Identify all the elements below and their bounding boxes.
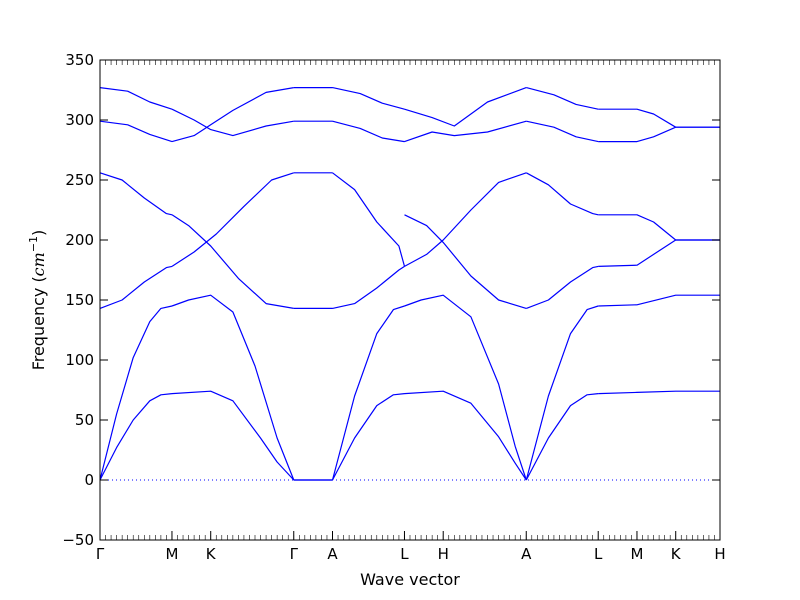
x-tick-label: M — [165, 545, 178, 563]
y-axis-unit-base: cm — [29, 252, 48, 276]
branch-4-segment-1 — [99, 172, 173, 216]
branch-6-segment-6 — [526, 120, 599, 143]
branch-6-segment-4 — [332, 120, 405, 143]
y-tick-label: 50 — [75, 411, 94, 429]
branch-1-segment-5 — [404, 390, 527, 481]
x-tick-label: L — [400, 545, 409, 563]
branch-2-segment-2 — [171, 294, 295, 481]
branch-1-segment-2 — [171, 390, 295, 481]
y-tick-label: 350 — [65, 51, 94, 69]
y-axis-title: Frequency (cm−1) — [27, 230, 48, 371]
x-tick-label: H — [438, 545, 449, 563]
x-tick-label: Γ — [96, 545, 105, 563]
x-tick-label: K — [206, 545, 217, 563]
x-tick-label: L — [594, 545, 603, 563]
y-tick-label: 150 — [65, 291, 94, 309]
x-axis-title: Wave vector — [360, 570, 460, 589]
branch-4-segment-7 — [598, 239, 720, 267]
branch-1-segment-7 — [598, 390, 720, 395]
branch-5-segment-1 — [99, 120, 173, 143]
x-tick-label: H — [714, 545, 725, 563]
y-tick-label: 250 — [65, 171, 94, 189]
branch-1-segment-4 — [331, 393, 405, 481]
branch-6-segment-5 — [404, 120, 527, 143]
x-tick-label: Γ — [290, 545, 299, 563]
x-tick-label: A — [521, 545, 532, 563]
branch-2-segment-6 — [525, 305, 599, 481]
y-tick-label: 300 — [65, 111, 94, 129]
branch-1-segment-6 — [525, 393, 599, 481]
y-tick-label: 0 — [84, 471, 94, 489]
branch-2-segment-7 — [598, 294, 720, 307]
x-tick-label: A — [327, 545, 338, 563]
branch-3-segment-6 — [526, 172, 599, 216]
branch-3-segment-4 — [332, 172, 406, 267]
branch-5-segment-5 — [404, 87, 527, 127]
branch-4-segment-6 — [526, 265, 599, 309]
x-tick-label: M — [630, 545, 643, 563]
branch-6-segment-2 — [171, 108, 294, 137]
branch-5-segment-2 — [171, 87, 294, 143]
branch-6-segment-7 — [598, 126, 720, 143]
branch-3-segment-1 — [99, 265, 173, 309]
branch-2-segment-5 — [404, 294, 527, 481]
plot-area — [99, 86, 720, 481]
x-tick-label: K — [671, 545, 682, 563]
branch-4-segment-4 — [332, 265, 405, 309]
y-tick-label: 200 — [65, 231, 94, 249]
branch-2-segment-4 — [331, 305, 405, 481]
y-axis-title-text: Frequency — [29, 288, 48, 371]
y-axis-ticks: −50 0 50 100 150 200 250 300 350 — [62, 51, 720, 549]
branch-5-segment-4 — [332, 87, 405, 110]
branch-6-segment-1 — [99, 87, 173, 110]
y-tick-label: −50 — [62, 531, 94, 549]
branch-3-segment-2 — [171, 172, 294, 267]
branch-5-segment-6 — [526, 87, 599, 110]
y-tick-label: 100 — [65, 351, 94, 369]
branch-1-segment-1 — [99, 393, 173, 481]
branch-4-segment-2 — [171, 214, 294, 309]
branch-3-segment-5 — [404, 172, 527, 267]
branch-2-segment-1 — [99, 305, 173, 481]
y-axis-unit-exponent: −1 — [27, 236, 40, 252]
branch-4-segment-5 — [404, 214, 527, 309]
